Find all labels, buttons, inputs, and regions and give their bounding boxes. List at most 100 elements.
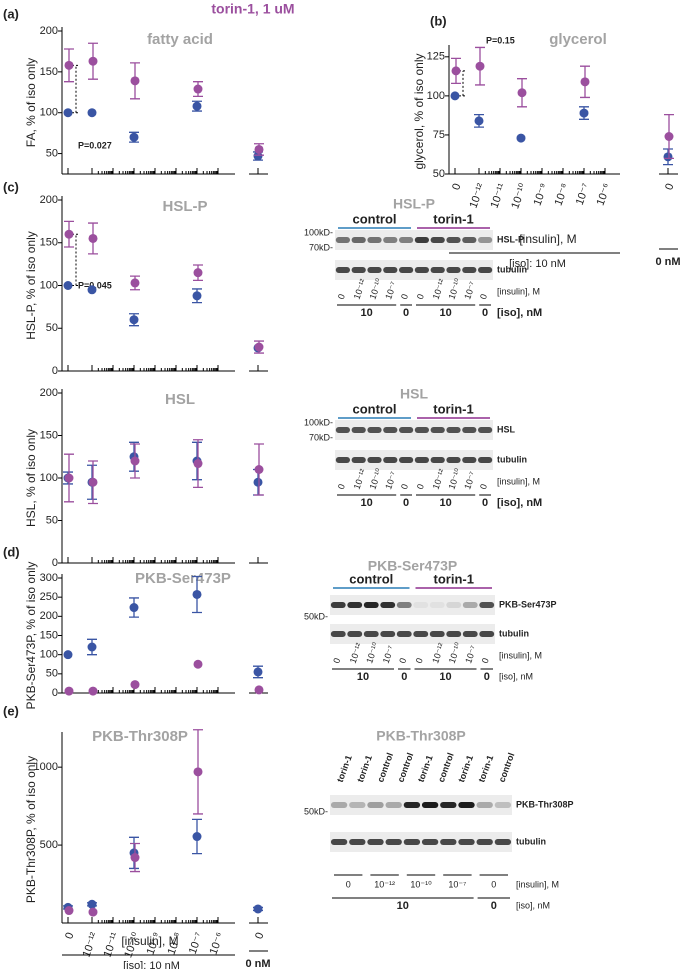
dot	[88, 233, 98, 243]
lane-label: 10⁻⁷	[462, 470, 478, 490]
band	[396, 602, 412, 608]
group-label: control	[349, 571, 393, 586]
band	[367, 427, 382, 433]
band	[385, 802, 402, 808]
panel-label: (b)	[430, 13, 447, 28]
y-tick-label: 50	[46, 322, 58, 334]
x-tick-label: 10⁻⁸	[553, 182, 572, 207]
row-label: tubulin	[497, 454, 527, 464]
marker-label: 70kD-	[309, 242, 333, 252]
lane-header: control	[375, 751, 395, 783]
blot-strip	[335, 260, 493, 280]
blot-title: HSL-P	[393, 196, 435, 212]
y-tick-label: 50	[46, 514, 58, 526]
y-tick-label: 150	[40, 429, 58, 441]
band	[477, 427, 493, 433]
lane-header: torin-1	[335, 754, 354, 784]
y-tick-label: 125	[427, 51, 445, 63]
panel-label: (e)	[3, 703, 19, 718]
lane-label: 10⁻¹²	[431, 278, 447, 301]
band	[440, 802, 457, 808]
lane-label: 10⁻⁷	[463, 644, 479, 664]
band	[396, 631, 412, 637]
lane-label: 0	[478, 483, 489, 491]
band	[421, 839, 439, 845]
band	[413, 602, 429, 608]
dot	[64, 686, 74, 696]
band	[446, 237, 461, 243]
x-tick-label: 10⁻⁶	[595, 182, 614, 207]
band	[398, 427, 414, 433]
band	[479, 631, 495, 637]
y-tick-label: 75	[433, 129, 445, 141]
y-tick-label: 200	[40, 387, 58, 399]
dot	[130, 76, 140, 86]
lane-label: 10⁻¹²	[348, 642, 364, 665]
chart-title: HSL	[165, 391, 195, 408]
band	[477, 237, 493, 243]
iso-value: 0	[482, 307, 488, 319]
lane-label: 0	[480, 657, 491, 665]
y-tick-label: 150	[40, 629, 58, 641]
chart-title: PKB-Thr308P	[92, 728, 188, 745]
band	[462, 267, 477, 273]
dot	[451, 66, 461, 76]
dot	[130, 853, 140, 863]
band	[446, 631, 462, 637]
band	[367, 457, 382, 463]
band	[462, 427, 477, 433]
band	[330, 631, 346, 637]
dot	[253, 477, 263, 487]
dot	[129, 132, 139, 142]
blot-strip	[330, 624, 495, 644]
dot	[192, 832, 202, 842]
band	[414, 267, 430, 273]
band	[413, 631, 429, 637]
lane-label: 10⁻¹⁰	[410, 879, 432, 889]
band	[330, 602, 346, 608]
row-label: HSL	[497, 424, 516, 434]
band	[440, 839, 457, 845]
insulin-label: [insulin], M	[497, 476, 540, 486]
band	[446, 457, 461, 463]
dot	[253, 904, 263, 914]
iso-label: [iso], nM	[516, 900, 550, 910]
lane-label: 10⁻¹⁰	[367, 467, 384, 491]
dot	[475, 61, 485, 71]
band	[414, 427, 430, 433]
band	[414, 457, 430, 463]
x-tick-label: 10⁻⁹	[531, 182, 550, 207]
y-tick-label: 0	[52, 557, 58, 569]
insulin-label: [insulin], M	[499, 650, 542, 660]
blot-strip	[335, 420, 493, 440]
iso-value: 10	[439, 671, 451, 683]
dot	[64, 473, 74, 483]
blot-strip	[330, 595, 495, 615]
dot	[193, 659, 203, 669]
band	[462, 631, 478, 637]
dot	[130, 680, 140, 690]
iso-value: 0	[484, 671, 490, 683]
y-tick-label: 150	[40, 237, 58, 249]
y-axis-label: PKB-Ser473P, % of iso only	[24, 562, 38, 710]
band	[446, 427, 461, 433]
panel-label: (c)	[3, 179, 19, 194]
dot	[63, 108, 73, 118]
group-label: control	[352, 211, 396, 226]
iso-value: 10	[439, 307, 451, 319]
lane-label: 10⁻¹²	[431, 468, 447, 491]
y-tick-label: 200	[40, 194, 58, 206]
lane-label: 10⁻¹²	[430, 642, 446, 665]
lane-label: 10⁻¹⁰	[446, 277, 463, 301]
iso-label: [iso], nM	[497, 307, 542, 319]
y-tick-label: 100	[40, 649, 58, 661]
y-axis-label: FA, % of iso only	[24, 58, 38, 147]
y-tick-label: 50	[46, 147, 58, 159]
x-tick-label: 0	[450, 182, 463, 192]
x-tick-label: 0	[63, 931, 76, 941]
dot	[664, 132, 674, 141]
dot	[130, 456, 140, 466]
blot-title: PKB-Thr308P	[376, 728, 465, 744]
y-tick-label: 50	[46, 668, 58, 680]
